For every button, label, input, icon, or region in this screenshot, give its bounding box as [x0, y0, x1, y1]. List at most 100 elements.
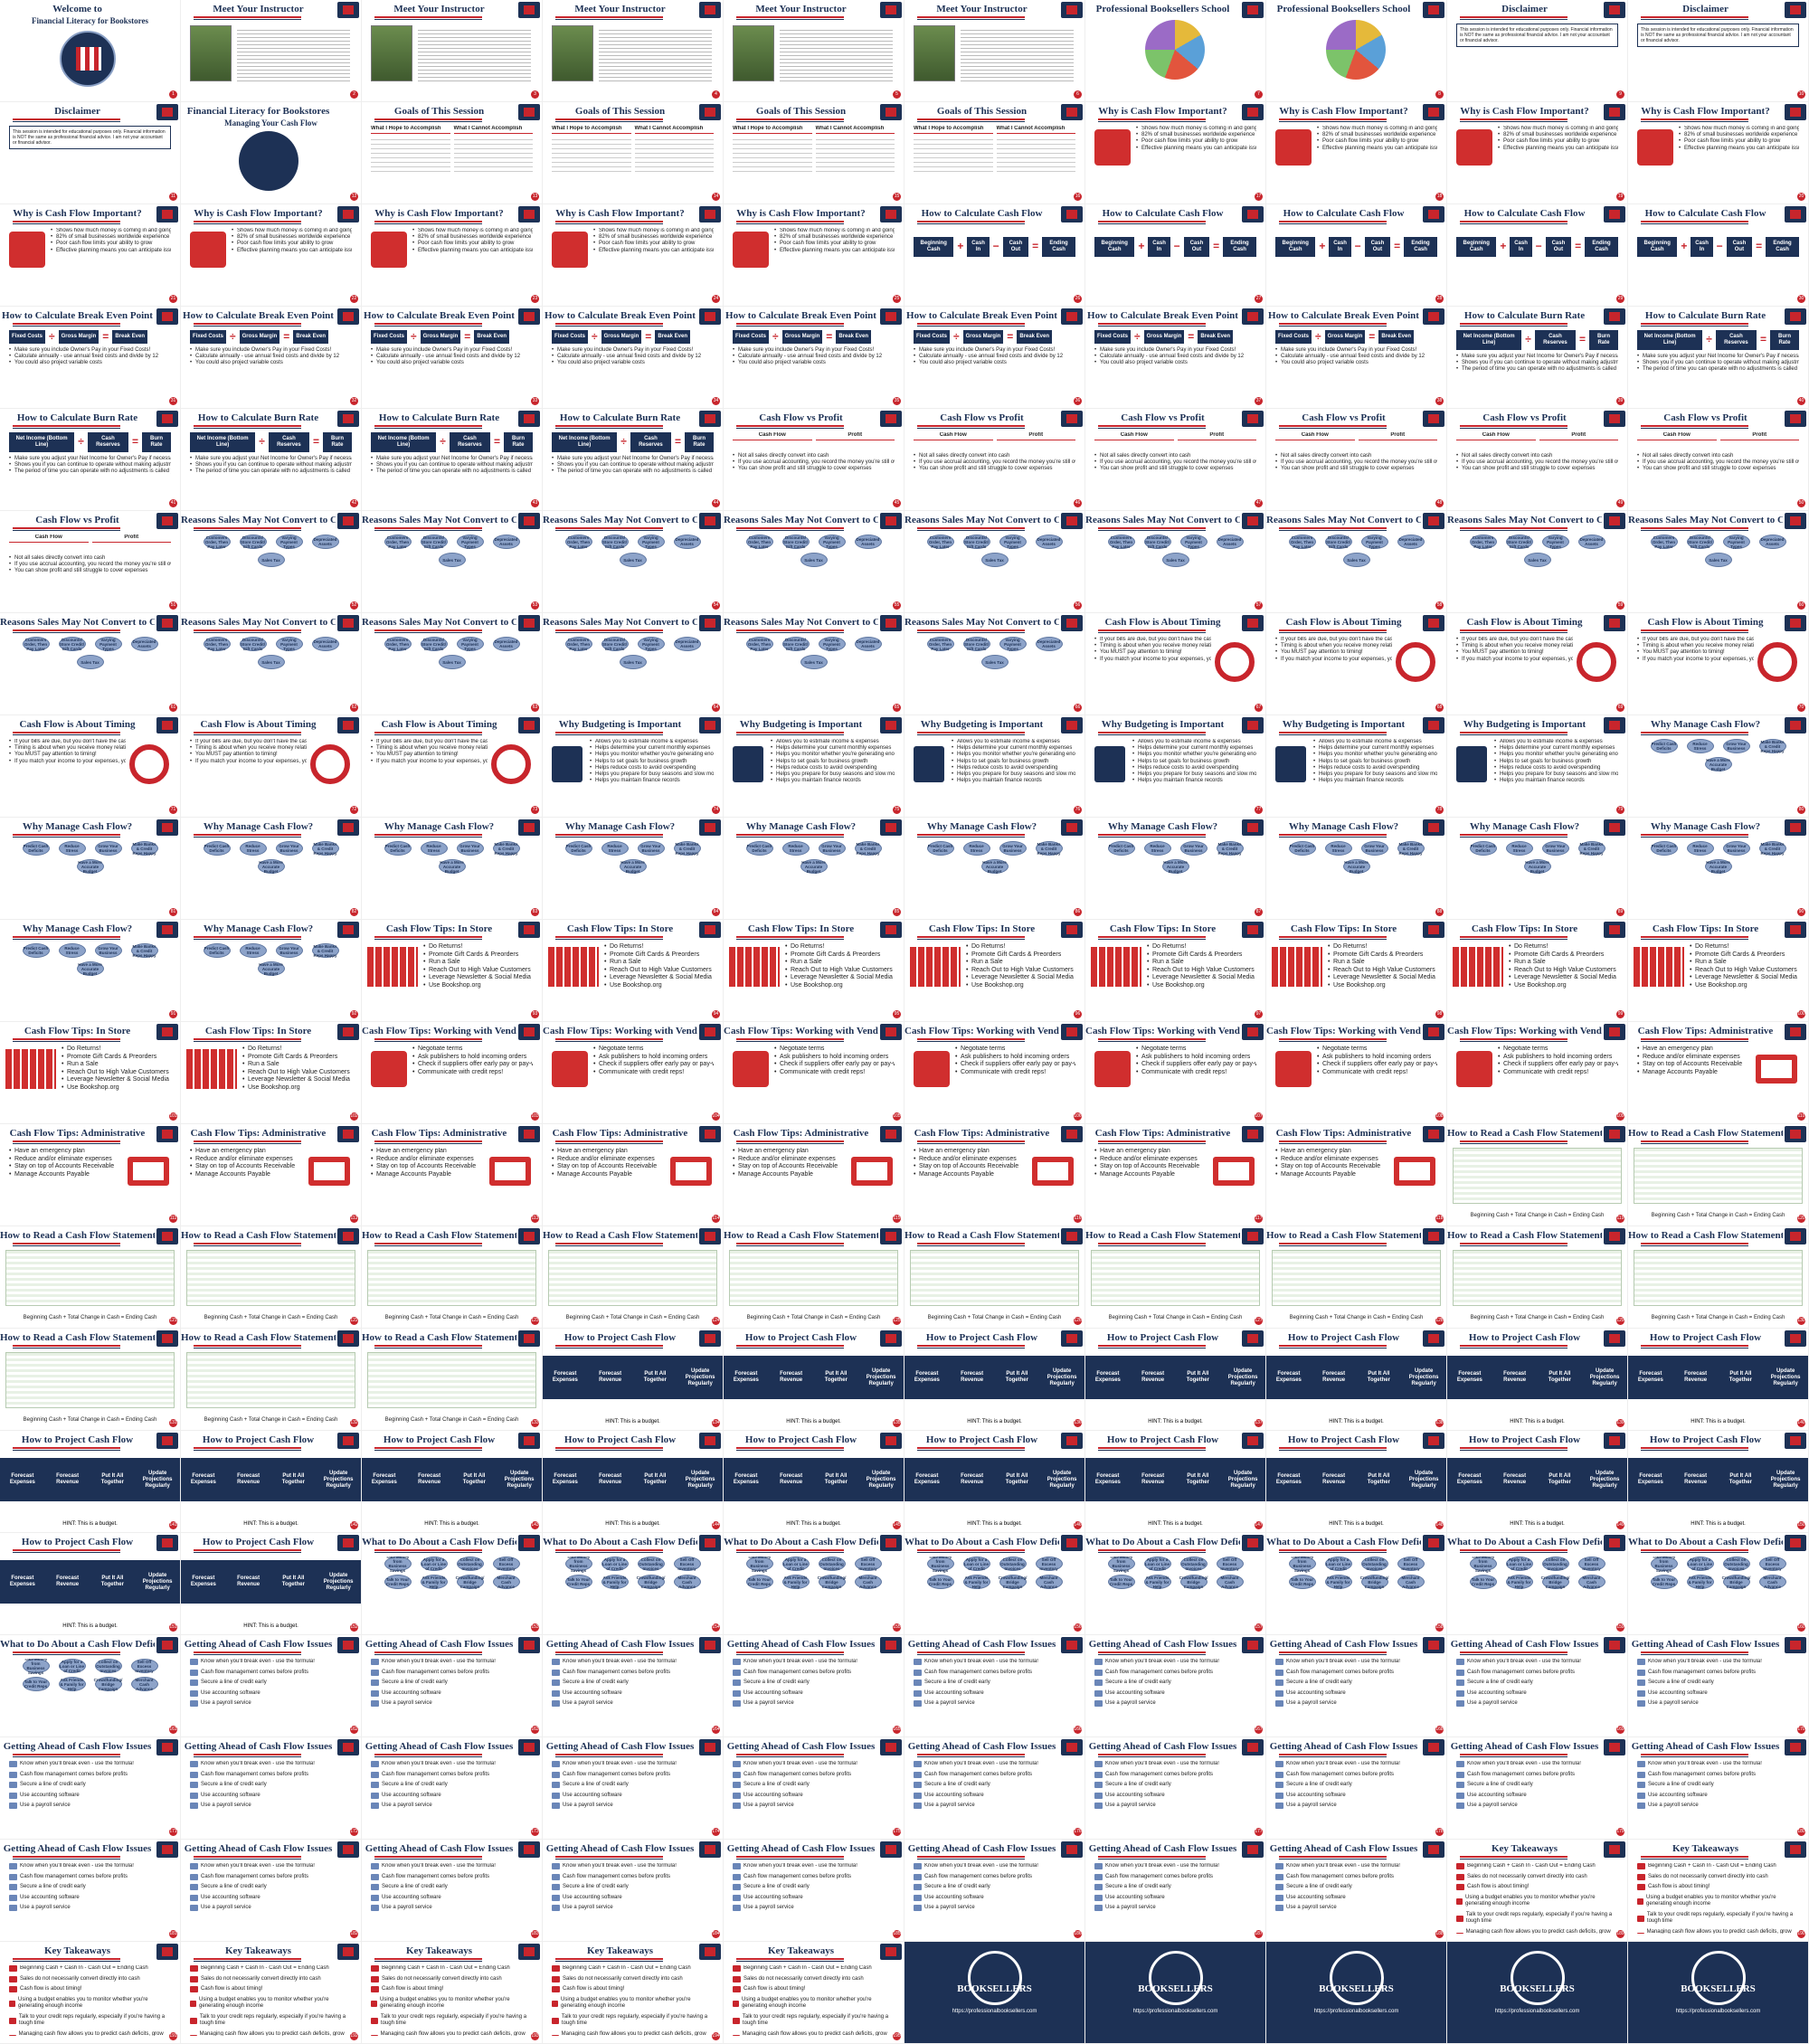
slide-thumbnail[interactable]: How to Calculate Cash Flow Beginning Cash… [1447, 204, 1628, 307]
slide-thumbnail[interactable]: Why Manage Cash Flow? Predict Cash Defici… [904, 818, 1085, 920]
slide-thumbnail[interactable]: How to Project Cash Flow Forecast Expense… [1085, 1431, 1266, 1533]
slide-thumbnail[interactable]: Why Manage Cash Flow? Predict Cash Defici… [1266, 818, 1447, 920]
slide-thumbnail[interactable]: Reasons Sales May Not Convert to Cash Cus… [724, 613, 904, 715]
slide-thumbnail[interactable]: Goals of This Session What I Hope to Acco… [362, 102, 543, 204]
slide-thumbnail[interactable]: Disclaimer This session is intended for e… [0, 102, 181, 204]
slide-thumbnail[interactable]: Getting Ahead of Cash Flow Issues Know wh… [181, 1635, 362, 1737]
slide-thumbnail[interactable]: Reasons Sales May Not Convert to Cash Cus… [362, 613, 543, 715]
slide-thumbnail[interactable]: Reasons Sales May Not Convert to Cash Cus… [362, 511, 543, 613]
slide-thumbnail[interactable]: Key Takeaways Beginning Cash + Cash In - … [0, 1942, 181, 2044]
slide-thumbnail[interactable]: What to Do About a Cash Flow Deficit Take… [1266, 1533, 1447, 1635]
slide-thumbnail[interactable]: Getting Ahead of Cash Flow Issues Know wh… [0, 1840, 181, 1942]
slide-thumbnail[interactable]: What to Do About a Cash Flow Deficit Take… [904, 1533, 1085, 1635]
slide-thumbnail[interactable]: Getting Ahead of Cash Flow Issues Know wh… [1266, 1737, 1447, 1840]
slide-thumbnail[interactable]: How to Calculate Break Even Point Fixed C… [1085, 307, 1266, 409]
slide-thumbnail[interactable]: How to Calculate Cash Flow Beginning Cash… [1266, 204, 1447, 307]
slide-thumbnail[interactable]: How to Calculate Break Even Point Fixed C… [543, 307, 724, 409]
slide-thumbnail[interactable]: Cash Flow is About TimingIf your bills a… [181, 715, 362, 818]
slide-thumbnail[interactable]: Meet Your Instructor 3 [362, 0, 543, 102]
slide-thumbnail[interactable]: How to Project Cash Flow Forecast Expense… [0, 1533, 181, 1635]
slide-thumbnail[interactable]: Reasons Sales May Not Convert to Cash Cus… [904, 511, 1085, 613]
slide-thumbnail[interactable]: Why Manage Cash Flow? Predict Cash Defici… [1628, 818, 1809, 920]
slide-thumbnail[interactable]: How to Project Cash Flow Forecast Expense… [724, 1329, 904, 1431]
slide-thumbnail[interactable]: Cash Flow Tips: AdministrativeHave an em… [724, 1124, 904, 1226]
slide-thumbnail[interactable]: How to Project Cash Flow Forecast Expense… [1266, 1329, 1447, 1431]
slide-thumbnail[interactable]: Cash Flow Tips: AdministrativeHave an em… [904, 1124, 1085, 1226]
slide-thumbnail[interactable]: Why is Cash Flow Important?Shows how muc… [1628, 102, 1809, 204]
slide-thumbnail[interactable]: Why Budgeting is ImportantAllows you to … [1266, 715, 1447, 818]
slide-thumbnail[interactable]: Goals of This Session What I Hope to Acco… [904, 102, 1085, 204]
slide-thumbnail[interactable]: BOOKSELLERS https://professionalbookselle… [1447, 1942, 1628, 2044]
slide-thumbnail[interactable]: How to Read a Cash Flow Statement Beginni… [362, 1329, 543, 1431]
slide-thumbnail[interactable]: How to Read a Cash Flow Statement Beginni… [543, 1226, 724, 1329]
slide-thumbnail[interactable]: BOOKSELLERS https://professionalbookselle… [1628, 1942, 1809, 2044]
slide-thumbnail[interactable]: How to Project Cash Flow Forecast Expense… [1447, 1431, 1628, 1533]
slide-thumbnail[interactable]: Getting Ahead of Cash Flow Issues Know wh… [1266, 1840, 1447, 1942]
slide-thumbnail[interactable]: How to Project Cash Flow Forecast Expense… [543, 1329, 724, 1431]
slide-thumbnail[interactable]: How to Calculate Burn Rate Net Income (Bo… [1628, 307, 1809, 409]
slide-thumbnail[interactable]: Getting Ahead of Cash Flow Issues Know wh… [904, 1737, 1085, 1840]
slide-thumbnail[interactable]: Professional Booksellers School 7 [1085, 0, 1266, 102]
slide-thumbnail[interactable]: How to Calculate Break Even Point Fixed C… [362, 307, 543, 409]
slide-thumbnail[interactable]: Key Takeaways Beginning Cash + Cash In - … [362, 1942, 543, 2044]
slide-thumbnail[interactable]: How to Calculate Break Even Point Fixed C… [904, 307, 1085, 409]
slide-thumbnail[interactable]: Meet Your Instructor 4 [543, 0, 724, 102]
slide-thumbnail[interactable]: Getting Ahead of Cash Flow Issues Know wh… [1628, 1635, 1809, 1737]
slide-thumbnail[interactable]: Why Budgeting is ImportantAllows you to … [1447, 715, 1628, 818]
slide-thumbnail[interactable]: Cash Flow is About TimingIf your bills a… [1628, 613, 1809, 715]
slide-thumbnail[interactable]: What to Do About a Cash Flow Deficit Take… [0, 1635, 181, 1737]
slide-thumbnail[interactable]: Why Budgeting is ImportantAllows you to … [543, 715, 724, 818]
slide-thumbnail[interactable]: Getting Ahead of Cash Flow Issues Know wh… [362, 1840, 543, 1942]
slide-thumbnail[interactable]: Getting Ahead of Cash Flow Issues Know wh… [1085, 1840, 1266, 1942]
slide-thumbnail[interactable]: Why Budgeting is ImportantAllows you to … [724, 715, 904, 818]
slide-thumbnail[interactable]: Key Takeaways Beginning Cash + Cash In - … [1628, 1840, 1809, 1942]
slide-thumbnail[interactable]: Why is Cash Flow Important?Shows how muc… [0, 204, 181, 307]
slide-thumbnail[interactable]: Key Takeaways Beginning Cash + Cash In - … [181, 1942, 362, 2044]
slide-thumbnail[interactable]: Getting Ahead of Cash Flow Issues Know wh… [543, 1840, 724, 1942]
slide-thumbnail[interactable]: How to Read a Cash Flow Statement Beginni… [181, 1329, 362, 1431]
slide-thumbnail[interactable]: Why Budgeting is ImportantAllows you to … [1085, 715, 1266, 818]
slide-thumbnail[interactable]: How to Calculate Cash Flow Beginning Cash… [1085, 204, 1266, 307]
slide-thumbnail[interactable]: Why Manage Cash Flow? Predict Cash Defici… [181, 920, 362, 1022]
slide-thumbnail[interactable]: How to Project Cash Flow Forecast Expense… [724, 1431, 904, 1533]
slide-thumbnail[interactable]: Getting Ahead of Cash Flow Issues Know wh… [1085, 1635, 1266, 1737]
slide-thumbnail[interactable]: Why is Cash Flow Important?Shows how muc… [1266, 102, 1447, 204]
slide-thumbnail[interactable]: Reasons Sales May Not Convert to Cash Cus… [1085, 511, 1266, 613]
slide-thumbnail[interactable]: Cash Flow Tips: In StoreDo Returns!Promo… [1447, 920, 1628, 1022]
slide-thumbnail[interactable]: Why Manage Cash Flow? Predict Cash Defici… [362, 818, 543, 920]
slide-thumbnail[interactable]: Cash Flow Tips: AdministrativeHave an em… [1266, 1124, 1447, 1226]
slide-thumbnail[interactable]: What to Do About a Cash Flow Deficit Take… [724, 1533, 904, 1635]
slide-thumbnail[interactable]: Cash Flow Tips: AdministrativeHave an em… [543, 1124, 724, 1226]
slide-thumbnail[interactable]: Reasons Sales May Not Convert to Cash Cus… [1628, 511, 1809, 613]
slide-thumbnail[interactable]: What to Do About a Cash Flow Deficit Take… [1447, 1533, 1628, 1635]
slide-thumbnail[interactable]: Why Manage Cash Flow? Predict Cash Defici… [181, 818, 362, 920]
slide-thumbnail[interactable]: Why Budgeting is ImportantAllows you to … [904, 715, 1085, 818]
slide-thumbnail[interactable]: Reasons Sales May Not Convert to Cash Cus… [1447, 511, 1628, 613]
slide-thumbnail[interactable]: Cash Flow is About TimingIf your bills a… [1266, 613, 1447, 715]
slide-thumbnail[interactable]: Cash Flow is About TimingIf your bills a… [1085, 613, 1266, 715]
slide-thumbnail[interactable]: BOOKSELLERS https://professionalbookselle… [1266, 1942, 1447, 2044]
slide-thumbnail[interactable]: How to Read a Cash Flow Statement Beginni… [181, 1226, 362, 1329]
slide-thumbnail[interactable]: How to Project Cash Flow Forecast Expense… [543, 1431, 724, 1533]
slide-thumbnail[interactable]: Cash Flow Tips: In StoreDo Returns!Promo… [0, 1022, 181, 1124]
slide-thumbnail[interactable]: Cash Flow Tips: AdministrativeHave an em… [0, 1124, 181, 1226]
slide-thumbnail[interactable]: How to Read a Cash Flow Statement Beginni… [0, 1226, 181, 1329]
slide-thumbnail[interactable]: Financial Literacy for Bookstores Managin… [181, 102, 362, 204]
slide-thumbnail[interactable]: Getting Ahead of Cash Flow Issues Know wh… [724, 1840, 904, 1942]
slide-thumbnail[interactable]: Getting Ahead of Cash Flow Issues Know wh… [904, 1635, 1085, 1737]
slide-thumbnail[interactable]: Getting Ahead of Cash Flow Issues Know wh… [543, 1737, 724, 1840]
slide-thumbnail[interactable]: Welcome to Financial Literacy for Booksto… [0, 0, 181, 102]
slide-thumbnail[interactable]: Why Manage Cash Flow? Predict Cash Defici… [543, 818, 724, 920]
slide-thumbnail[interactable]: Cash Flow Tips: Working with VendorsNego… [1447, 1022, 1628, 1124]
slide-thumbnail[interactable]: Reasons Sales May Not Convert to Cash Cus… [543, 613, 724, 715]
slide-thumbnail[interactable]: Cash Flow Tips: Working with VendorsNego… [543, 1022, 724, 1124]
slide-thumbnail[interactable]: Why Manage Cash Flow? Predict Cash Defici… [1085, 818, 1266, 920]
slide-thumbnail[interactable]: How to Project Cash Flow Forecast Expense… [1628, 1329, 1809, 1431]
slide-thumbnail[interactable]: How to Calculate Burn Rate Net Income (Bo… [0, 409, 181, 511]
slide-thumbnail[interactable]: Meet Your Instructor 5 [724, 0, 904, 102]
slide-thumbnail[interactable]: Cash Flow Tips: AdministrativeHave an em… [181, 1124, 362, 1226]
slide-thumbnail[interactable]: Reasons Sales May Not Convert to Cash Cus… [724, 511, 904, 613]
slide-thumbnail[interactable]: What to Do About a Cash Flow Deficit Take… [543, 1533, 724, 1635]
slide-thumbnail[interactable]: Key Takeaways Beginning Cash + Cash In - … [543, 1942, 724, 2044]
